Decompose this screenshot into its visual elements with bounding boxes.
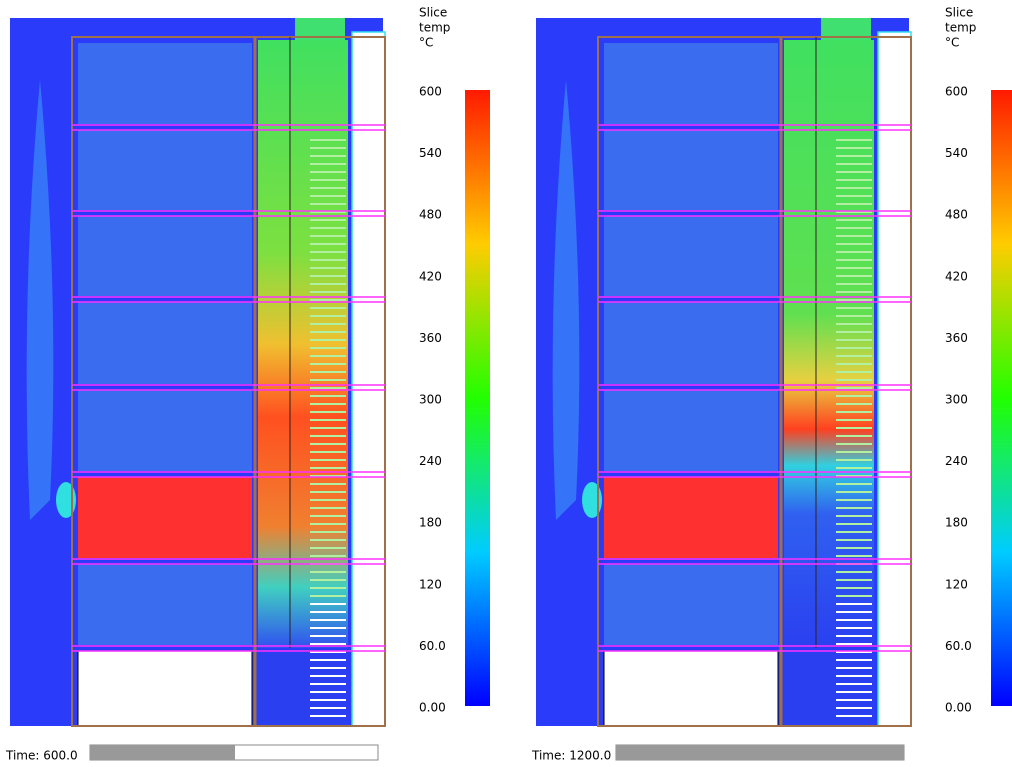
- colorbar-label: 300: [419, 393, 442, 407]
- room: [78, 216, 252, 296]
- stair-lower: [258, 651, 348, 726]
- colorbar-title: Slice: [945, 6, 973, 20]
- colorbar-label: 0.00: [945, 701, 972, 715]
- colorbar-title: Slice: [419, 6, 447, 20]
- room: [604, 390, 778, 471]
- plume-top: [821, 18, 871, 43]
- colorbar-title: °C: [945, 36, 959, 50]
- colorbar-label: 540: [419, 146, 442, 160]
- colorbar-label: 120: [945, 577, 968, 591]
- colorbar-label: 180: [945, 516, 968, 530]
- room: [78, 302, 252, 384]
- time-bar-fill: [616, 745, 904, 760]
- colorbar-label: 60.0: [945, 639, 972, 653]
- colorbar-label: 420: [945, 269, 968, 283]
- colorbar-label: 480: [945, 208, 968, 222]
- frame: [71, 36, 386, 727]
- room: [604, 477, 778, 558]
- colorbar-label: 240: [419, 454, 442, 468]
- room: [604, 302, 778, 384]
- frame: [597, 36, 912, 727]
- plume-top: [295, 18, 345, 43]
- colorbar: [991, 90, 1012, 706]
- colorbar-label: 60.0: [419, 639, 446, 653]
- colorbar-label: 0.00: [419, 701, 446, 715]
- room: [604, 43, 778, 124]
- outer-column: [351, 31, 386, 727]
- room: [78, 390, 252, 471]
- plume-left: [26, 80, 54, 520]
- room: [604, 216, 778, 296]
- colorbar-label: 600: [419, 85, 442, 99]
- time-label: Time: 1200.0: [531, 749, 611, 763]
- colorbar-label: 480: [419, 208, 442, 222]
- colorbar-label: 180: [419, 516, 442, 530]
- ground-room: [77, 650, 253, 727]
- colorbar-label: 600: [945, 85, 968, 99]
- colorbar-label: 360: [419, 331, 442, 345]
- colorbar-label: 300: [945, 393, 968, 407]
- colorbar-label: 540: [945, 146, 968, 160]
- ground-room: [603, 650, 779, 727]
- colorbar-label: 360: [945, 331, 968, 345]
- room: [604, 130, 778, 210]
- stair-shaft: [258, 40, 348, 648]
- colorbar-label: 240: [945, 454, 968, 468]
- colorbar: [465, 90, 490, 706]
- colorbar-title: °C: [419, 36, 433, 50]
- outer-column: [877, 31, 912, 727]
- stair-lower: [784, 651, 874, 726]
- room: [78, 130, 252, 210]
- room: [78, 564, 252, 645]
- room: [604, 564, 778, 645]
- plume-left: [552, 80, 580, 520]
- room: [78, 43, 252, 124]
- colorbar-label: 420: [419, 269, 442, 283]
- time-bar-fill: [90, 745, 235, 760]
- stair-shaft: [784, 40, 874, 648]
- colorbar-title: temp: [419, 21, 450, 35]
- time-label: Time: 600.0: [5, 749, 78, 763]
- room: [78, 477, 252, 558]
- colorbar-title: temp: [945, 21, 976, 35]
- colorbar-label: 120: [419, 577, 442, 591]
